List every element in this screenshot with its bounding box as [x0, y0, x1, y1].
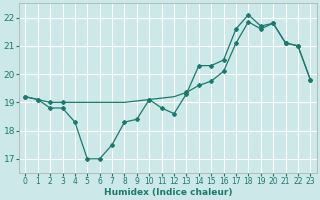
X-axis label: Humidex (Indice chaleur): Humidex (Indice chaleur)	[104, 188, 232, 197]
